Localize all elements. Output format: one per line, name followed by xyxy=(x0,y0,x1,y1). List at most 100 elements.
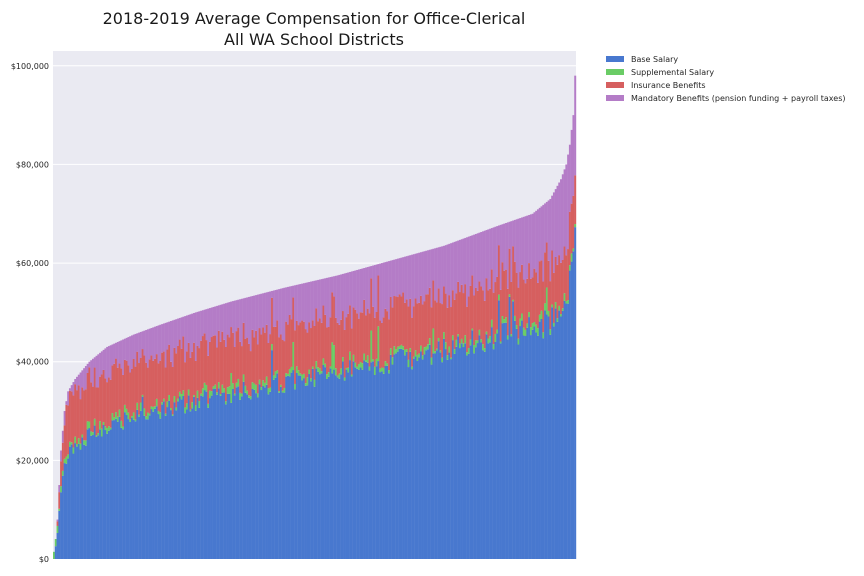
bar-base-salary xyxy=(382,373,385,559)
bar-mandatory-benefits xyxy=(444,245,447,294)
bar-supplemental-salary xyxy=(228,386,231,394)
bar-insurance-benefits xyxy=(111,365,114,414)
bar-mandatory-benefits xyxy=(396,258,399,298)
bar-insurance-benefits xyxy=(482,290,485,345)
bar-supplemental-salary xyxy=(478,329,481,336)
bar-mandatory-benefits xyxy=(414,253,417,299)
bar-insurance-benefits xyxy=(356,313,359,367)
bar-insurance-benefits xyxy=(423,301,426,348)
bar-mandatory-benefits xyxy=(56,519,59,522)
bar-base-salary xyxy=(113,420,116,559)
bar-insurance-benefits xyxy=(522,279,525,328)
bar-insurance-benefits xyxy=(166,349,169,402)
bar-supplemental-salary xyxy=(164,413,167,416)
bar-mandatory-benefits xyxy=(350,271,353,329)
bar-insurance-benefits xyxy=(139,358,142,403)
bar-supplemental-salary xyxy=(340,368,343,375)
bar-mandatory-benefits xyxy=(210,307,213,338)
bar-insurance-benefits xyxy=(574,175,577,225)
bar-mandatory-benefits xyxy=(116,341,119,368)
bar-insurance-benefits xyxy=(448,295,451,347)
bar-base-salary xyxy=(361,369,364,559)
bar-mandatory-benefits xyxy=(336,275,339,323)
bar-base-salary xyxy=(207,407,210,559)
bar-base-salary xyxy=(473,353,476,559)
bar-insurance-benefits xyxy=(170,361,172,408)
bar-insurance-benefits xyxy=(106,382,109,428)
bar-base-salary xyxy=(271,350,274,559)
bar-insurance-benefits xyxy=(177,345,180,399)
bar-mandatory-benefits xyxy=(356,269,359,314)
bar-supplemental-salary xyxy=(276,370,279,374)
bar-base-salary xyxy=(384,366,387,559)
bar-insurance-benefits xyxy=(83,390,86,441)
bar-base-salary xyxy=(95,436,98,559)
bar-mandatory-benefits xyxy=(341,273,344,312)
bar-base-salary xyxy=(216,394,219,559)
bar-supplemental-salary xyxy=(131,416,133,418)
bar-insurance-benefits xyxy=(540,260,543,311)
bar-base-salary xyxy=(561,310,564,559)
bar-mandatory-benefits xyxy=(437,247,440,289)
bar-insurance-benefits xyxy=(485,278,488,332)
bar-base-salary xyxy=(510,336,513,559)
bar-insurance-benefits xyxy=(244,338,247,386)
bar-mandatory-benefits xyxy=(544,203,547,253)
bar-insurance-benefits xyxy=(104,378,107,427)
bar-mandatory-benefits xyxy=(453,241,456,300)
bar-supplemental-salary xyxy=(528,312,531,318)
bar-insurance-benefits xyxy=(400,296,403,345)
y-axis-ticks: $0 $20,000 $40,000 $60,000 $80,000 $100,000 xyxy=(11,62,49,564)
bar-supplemental-salary xyxy=(230,373,233,403)
bar-mandatory-benefits xyxy=(526,215,529,279)
bar-insurance-benefits xyxy=(389,296,392,349)
bar-base-salary xyxy=(278,392,281,559)
bar-supplemental-salary xyxy=(489,336,492,343)
bar-base-salary xyxy=(462,347,465,559)
bar-mandatory-benefits xyxy=(331,276,334,293)
bar-base-salary xyxy=(209,398,211,559)
bar-supplemental-salary xyxy=(304,383,307,386)
bar-base-salary xyxy=(538,321,541,559)
bar-mandatory-benefits xyxy=(389,260,392,297)
chart-title-line-1: 2018-2019 Average Compensation for Offic… xyxy=(103,9,526,28)
bar-insurance-benefits xyxy=(107,377,110,427)
bar-base-salary xyxy=(123,412,126,559)
bar-base-salary xyxy=(455,346,458,559)
bar-mandatory-benefits xyxy=(372,265,375,307)
bar-insurance-benefits xyxy=(326,327,328,375)
bar-mandatory-benefits xyxy=(565,164,568,256)
bar-supplemental-salary xyxy=(175,407,178,411)
bar-mandatory-benefits xyxy=(402,257,405,293)
bar-insurance-benefits xyxy=(552,272,555,323)
bar-mandatory-benefits xyxy=(540,206,543,261)
bar-mandatory-benefits xyxy=(501,224,504,263)
bar-mandatory-benefits xyxy=(228,302,231,338)
bar-mandatory-benefits xyxy=(474,233,477,288)
bar-base-salary xyxy=(418,357,421,559)
bar-mandatory-benefits xyxy=(288,286,291,315)
bar-base-salary xyxy=(141,396,144,559)
bar-base-salary xyxy=(483,351,486,559)
bar-mandatory-benefits xyxy=(278,289,281,338)
bar-base-salary xyxy=(253,389,256,559)
bar-base-salary xyxy=(386,365,389,559)
bar-supplemental-salary xyxy=(207,403,210,408)
bar-supplemental-salary xyxy=(483,348,486,352)
bar-supplemental-salary xyxy=(255,384,258,394)
bar-base-salary xyxy=(492,349,495,559)
bar-insurance-benefits xyxy=(242,322,245,375)
bar-insurance-benefits xyxy=(288,314,291,369)
bar-mandatory-benefits xyxy=(107,346,110,378)
bar-insurance-benefits xyxy=(545,242,548,288)
bar-mandatory-benefits xyxy=(395,259,398,297)
bar-mandatory-benefits xyxy=(570,129,573,204)
bar-mandatory-benefits xyxy=(216,305,219,348)
bar-base-salary xyxy=(177,401,180,559)
bar-base-salary xyxy=(237,386,240,559)
bar-base-salary xyxy=(265,384,268,559)
bar-insurance-benefits xyxy=(478,281,481,330)
bar-supplemental-salary xyxy=(256,393,259,398)
bar-supplemental-salary xyxy=(388,370,391,374)
bar-insurance-benefits xyxy=(226,334,229,388)
